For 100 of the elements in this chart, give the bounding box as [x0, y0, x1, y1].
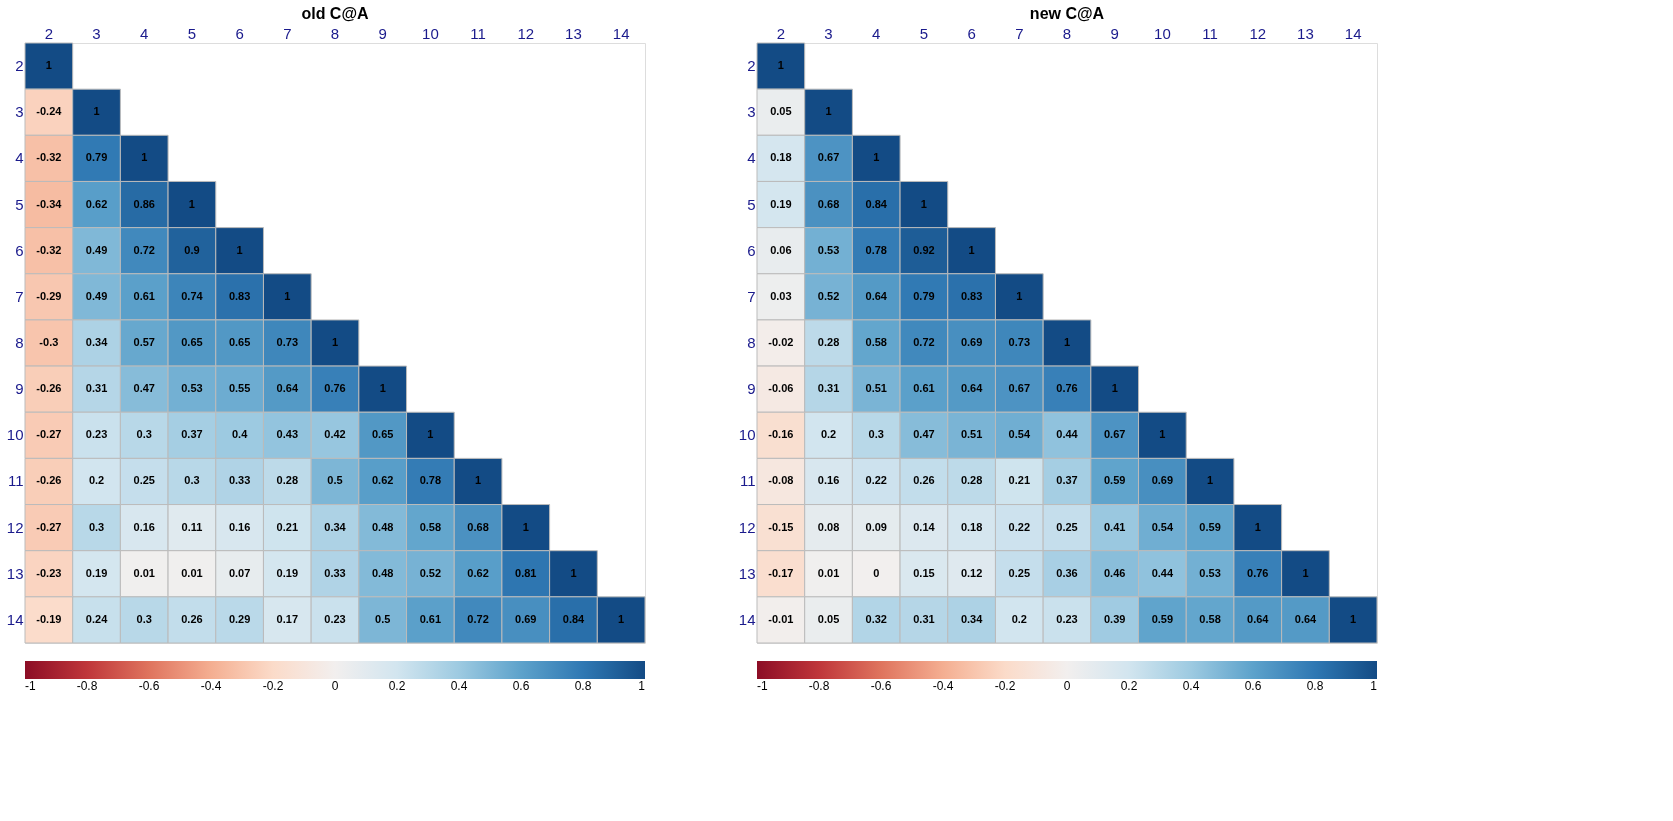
data-label: 0.17 — [276, 612, 299, 625]
data-label: 1 — [1350, 612, 1357, 625]
data-label: 0.86 — [133, 197, 155, 210]
data-label: 0.68 — [817, 197, 840, 210]
x-tick-label: 9 — [1110, 24, 1119, 42]
data-label: 0.14 — [913, 520, 936, 533]
data-label: 0.67 — [817, 151, 840, 164]
data-label: 0.12 — [960, 566, 983, 579]
x-tick-label: 11 — [1202, 24, 1218, 42]
data-label: 0.72 — [133, 243, 155, 256]
data-label: 0.39 — [1103, 612, 1126, 625]
x-tick-label: 9 — [378, 24, 387, 42]
data-label: 0.18 — [960, 520, 983, 533]
data-label: 0.55 — [228, 382, 251, 395]
data-label: 0.57 — [133, 336, 155, 348]
data-label: 0.28 — [276, 474, 299, 487]
data-label: 0.19 — [770, 197, 792, 210]
x-tick-label: 4 — [872, 24, 881, 42]
x-tick-label: 2 — [776, 24, 786, 42]
data-label: 0.79 — [913, 289, 935, 302]
data-label: 0.01 — [817, 566, 840, 579]
data-label: 1 — [284, 289, 291, 302]
y-tick-label: 12 — [6, 518, 24, 536]
data-label: -0.02 — [768, 336, 794, 348]
x-tick-label: 5 — [919, 24, 929, 42]
x-tick-label: 13 — [1297, 24, 1314, 42]
color-bar-label: 0.2 — [388, 679, 406, 693]
data-label: 1 — [618, 612, 625, 625]
data-label: 1 — [1254, 520, 1261, 533]
data-label: 0.47 — [913, 428, 935, 441]
data-label: -0.29 — [36, 289, 62, 302]
y-tick-label: 7 — [747, 287, 756, 305]
data-label: 1 — [331, 336, 339, 348]
data-label: 0.19 — [85, 566, 108, 579]
data-label: 0.53 — [181, 382, 203, 395]
data-label: 0.67 — [1008, 382, 1031, 395]
data-label: 1 — [570, 566, 577, 579]
data-label: 0.06 — [770, 243, 792, 256]
data-label: 0.31 — [85, 382, 108, 395]
data-label: 0.64 — [865, 289, 888, 302]
y-tick-label: 6 — [15, 241, 24, 259]
data-label: -0.27 — [36, 428, 62, 441]
data-label: -0.15 — [768, 520, 794, 533]
color-bar-label: 0.2 — [1120, 679, 1138, 693]
data-label: 0.08 — [817, 520, 840, 533]
data-label: 0.61 — [419, 612, 442, 625]
data-label: 0.22 — [1008, 520, 1031, 533]
data-label: 1 — [873, 151, 880, 164]
data-label: 1 — [93, 105, 100, 118]
data-label: 0.76 — [1247, 566, 1269, 579]
data-label: 0.84 — [865, 197, 888, 210]
data-label: -0.17 — [768, 566, 794, 579]
data-label: 0.76 — [1056, 382, 1078, 395]
y-tick-label: 9 — [15, 380, 24, 398]
data-label: 0.18 — [770, 151, 792, 164]
data-label: 0.37 — [1056, 474, 1078, 487]
data-label: -0.32 — [36, 151, 62, 164]
data-label: 1 — [1302, 566, 1309, 579]
data-label: 0.05 — [770, 105, 792, 118]
y-tick-label: 11 — [7, 472, 24, 490]
y-tick-label: 14 — [738, 610, 756, 628]
data-label: 1 — [45, 59, 52, 72]
y-tick-label: 4 — [747, 149, 756, 167]
data-label: 0.07 — [228, 566, 251, 579]
x-tick-label: 6 — [235, 24, 244, 42]
data-label: 0.58 — [419, 520, 442, 533]
data-label: 0.16 — [133, 520, 155, 533]
data-label: 0.19 — [276, 566, 299, 579]
data-label: 0.53 — [817, 243, 840, 256]
data-label: 0.48 — [371, 566, 394, 579]
data-label: 0.21 — [1008, 474, 1031, 487]
data-label: 0.64 — [960, 382, 984, 395]
data-label: 0.31 — [913, 612, 935, 625]
data-label: -0.01 — [768, 612, 794, 625]
data-label: 1 — [968, 243, 975, 256]
data-label: 0.5 — [375, 612, 391, 625]
data-label: 0.34 — [324, 520, 347, 533]
data-label: -0.26 — [36, 474, 62, 487]
data-label: 0.37 — [181, 428, 203, 441]
y-tick-label: 9 — [747, 380, 756, 398]
data-label: 0.29 — [228, 612, 251, 625]
data-label: 0.3 — [136, 428, 152, 441]
data-label: 0.74 — [181, 289, 204, 302]
x-tick-label: 11 — [470, 24, 486, 42]
data-label: 0.62 — [85, 197, 108, 210]
data-label: 1 — [427, 428, 434, 441]
data-label: 0.43 — [276, 428, 299, 441]
data-label: 0.72 — [913, 336, 935, 348]
data-label: 0.24 — [85, 612, 109, 625]
data-label: 0.47 — [133, 382, 155, 395]
color-bar-label: 0 — [1063, 679, 1071, 693]
data-label: 0.03 — [770, 289, 792, 302]
data-label: 0.22 — [865, 474, 887, 487]
data-label: 0.2 — [1011, 612, 1027, 625]
x-tick-label: 2 — [44, 24, 54, 42]
color-bar-label: 0.8 — [574, 679, 592, 693]
color-bar-label: -1 — [25, 679, 36, 693]
x-tick-label: 7 — [1015, 24, 1024, 42]
data-label: 0.23 — [1056, 612, 1078, 625]
data-label: -0.19 — [36, 612, 62, 625]
